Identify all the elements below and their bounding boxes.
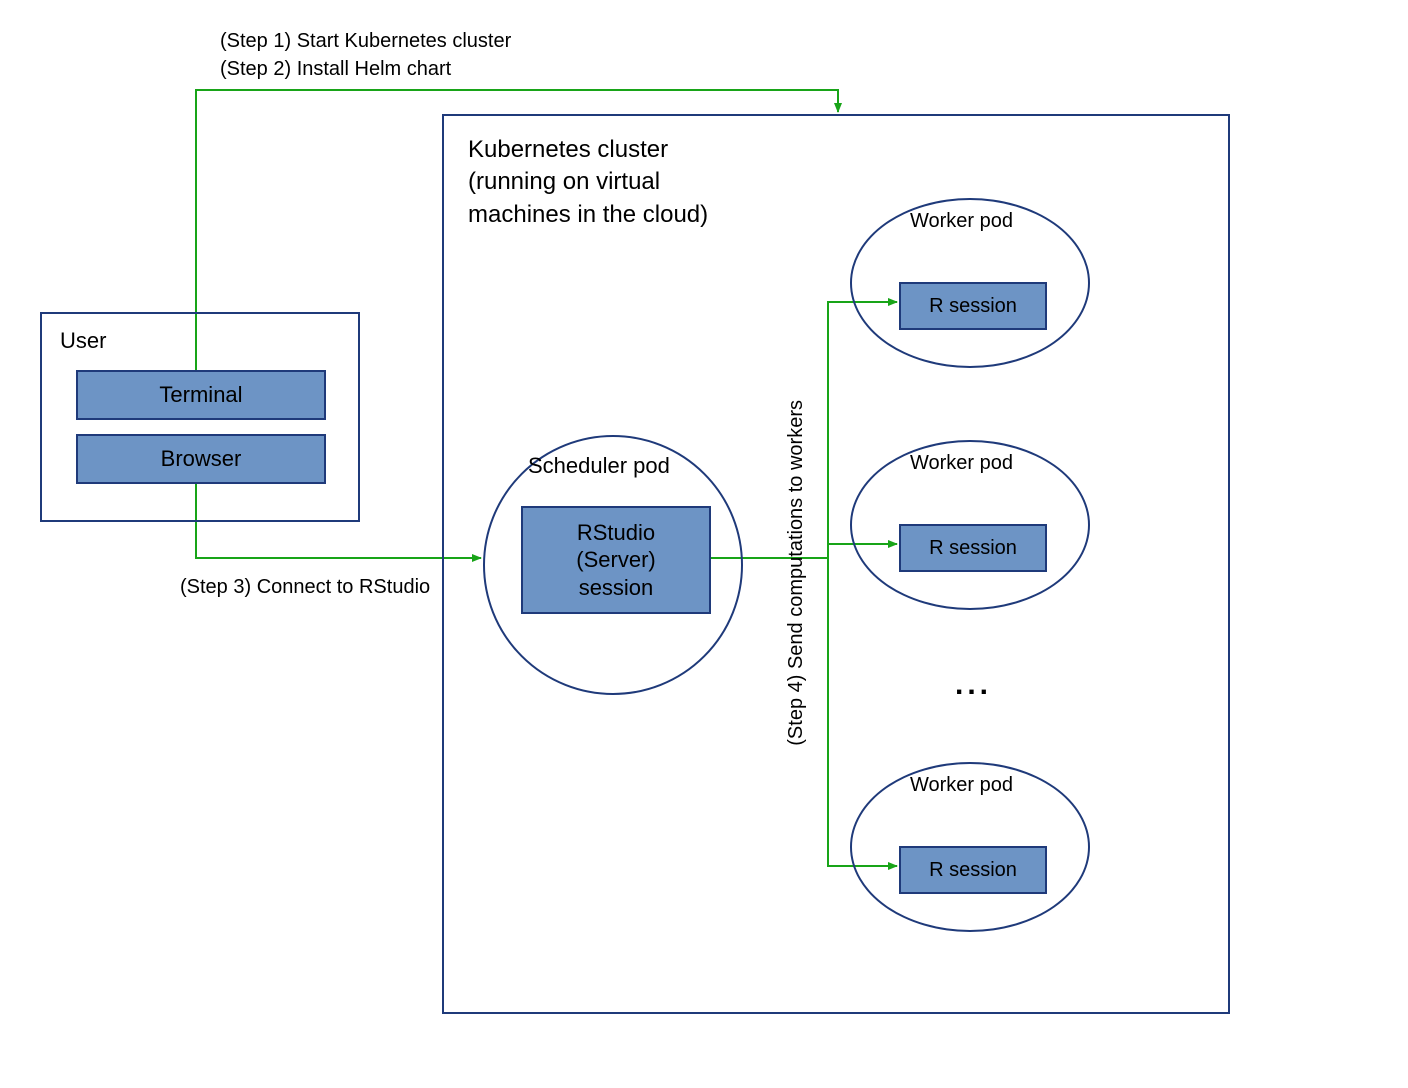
r-session-label: R session [929, 859, 1017, 882]
worker-pod-title: Worker pod [910, 210, 1013, 233]
scheduler-pod-title: Scheduler pod [528, 453, 670, 479]
r-session-box: R session [899, 282, 1047, 330]
user-title: User [60, 328, 106, 354]
cluster-title-line: Kubernetes cluster [468, 134, 708, 166]
cluster-title-line: machines in the cloud) [468, 199, 708, 231]
worker-pod-title: Worker pod [910, 774, 1013, 797]
cluster-title: Kubernetes cluster(running on virtualmac… [468, 134, 708, 231]
user-item-label: Browser [161, 446, 242, 472]
r-session-label: R session [929, 295, 1017, 318]
user-item-terminal: Terminal [76, 370, 326, 420]
r-session-box: R session [899, 846, 1047, 894]
r-session-label: R session [929, 537, 1017, 560]
step4-label: (Step 4) Send computations to workers [785, 400, 808, 746]
ellipsis-icon: ... [955, 668, 992, 702]
worker-pod-title: Worker pod [910, 452, 1013, 475]
rstudio-session-box: RStudio(Server)session [521, 506, 711, 614]
r-session-box: R session [899, 524, 1047, 572]
step2-label: (Step 2) Install Helm chart [220, 58, 451, 81]
cluster-title-line: (running on virtual [468, 166, 708, 198]
user-item-browser: Browser [76, 434, 326, 484]
user-item-label: Terminal [159, 382, 242, 408]
rstudio-session-label: RStudio(Server)session [576, 519, 655, 602]
diagram-canvas: User TerminalBrowser Kubernetes cluster(… [0, 0, 1408, 1088]
step1-label: (Step 1) Start Kubernetes cluster [220, 30, 511, 53]
step3-label: (Step 3) Connect to RStudio [180, 576, 430, 599]
